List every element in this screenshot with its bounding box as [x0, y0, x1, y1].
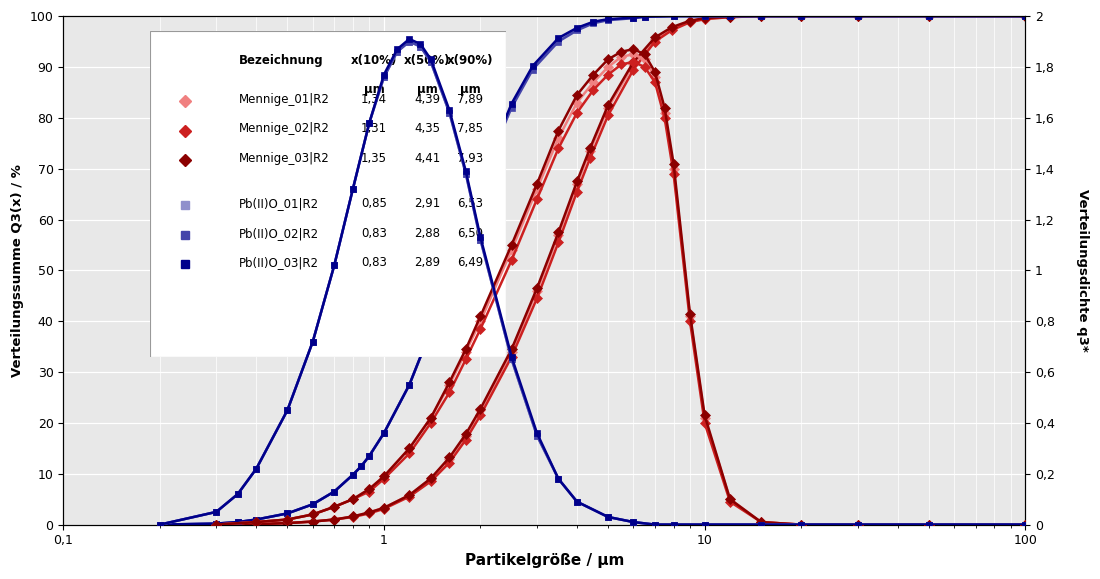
- Y-axis label: Verteilungssumme Q3(x) / %: Verteilungssumme Q3(x) / %: [11, 164, 24, 377]
- Y-axis label: Verteilungsdichte q3*: Verteilungsdichte q3*: [1076, 189, 1089, 351]
- X-axis label: Partikelgröße / μm: Partikelgröße / μm: [464, 553, 624, 568]
